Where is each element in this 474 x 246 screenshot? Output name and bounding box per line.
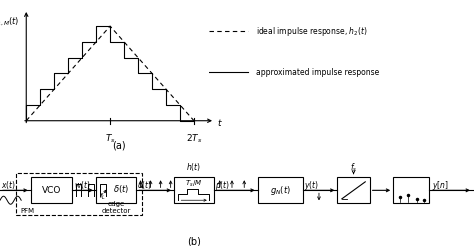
Text: (a): (a) xyxy=(112,140,125,150)
Text: ideal impulse response, $h_2(t)$: ideal impulse response, $h_2(t)$ xyxy=(256,25,368,38)
Text: $y[n]$: $y[n]$ xyxy=(432,179,449,192)
Text: PFM: PFM xyxy=(20,208,34,214)
Text: $\delta(t)$: $\delta(t)$ xyxy=(113,183,129,195)
Text: $p(t)$: $p(t)$ xyxy=(215,179,230,192)
Bar xyxy=(31,177,73,203)
Text: $T_s$: $T_s$ xyxy=(105,132,116,145)
Bar xyxy=(258,177,303,203)
Text: edge
detector: edge detector xyxy=(101,201,131,214)
Text: $T_s/M$: $T_s/M$ xyxy=(185,179,203,189)
Text: $t$: $t$ xyxy=(218,117,223,128)
Text: $x(t)$: $x(t)$ xyxy=(1,179,16,191)
Text: $d(t)$: $d(t)$ xyxy=(137,179,152,191)
Text: $f_s$: $f_s$ xyxy=(350,161,357,173)
Bar xyxy=(337,177,370,203)
Text: $h_{2,M}(t)$: $h_{2,M}(t)$ xyxy=(0,15,19,28)
Text: $y(t)$: $y(t)$ xyxy=(304,179,319,192)
Text: approximated impulse response: approximated impulse response xyxy=(256,68,380,77)
Text: (b): (b) xyxy=(187,236,201,246)
Bar xyxy=(16,173,142,215)
Text: $g_N(t)$: $g_N(t)$ xyxy=(270,184,291,197)
Text: $2T_s$: $2T_s$ xyxy=(186,132,202,145)
Text: $f_L$: $f_L$ xyxy=(99,191,106,202)
Text: VCO: VCO xyxy=(42,186,61,195)
Bar xyxy=(393,177,429,203)
Text: $w(t)$: $w(t)$ xyxy=(73,179,90,191)
Bar xyxy=(96,177,136,203)
Text: $h(t)$: $h(t)$ xyxy=(186,161,201,173)
Bar xyxy=(174,177,214,203)
